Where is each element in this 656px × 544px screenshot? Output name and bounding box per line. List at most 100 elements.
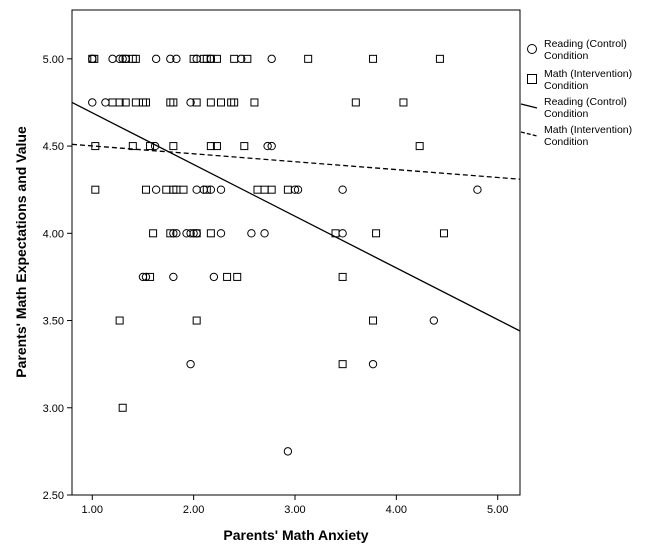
reading-point	[166, 54, 175, 64]
math-point	[141, 98, 150, 107]
math-point	[90, 54, 99, 63]
math-point	[202, 54, 211, 63]
math-point	[338, 360, 347, 369]
math-point	[202, 185, 211, 194]
math-point	[338, 272, 347, 281]
data-points	[88, 54, 482, 456]
y-tick-label: 3.00	[43, 403, 64, 415]
reading-point	[260, 229, 269, 238]
x-axis-ticks: 1.00 2.00 3.00 4.00 5.00	[82, 495, 508, 516]
math-point	[169, 142, 178, 151]
x-tick-label: 5.00	[487, 504, 508, 516]
reading-point	[338, 185, 347, 194]
math-point	[369, 54, 378, 63]
math-point	[206, 142, 215, 151]
math-point	[243, 54, 252, 63]
reading-point	[186, 98, 195, 107]
reading-fit-line	[71, 101, 521, 332]
math-point	[439, 229, 448, 238]
reading-point	[172, 229, 181, 238]
y-axis-title: Parents' Math Expectations and Value	[13, 126, 29, 378]
legend-label: Condition	[544, 108, 589, 120]
math-point	[166, 229, 175, 238]
math-point	[121, 98, 130, 107]
legend-label: Condition	[544, 136, 589, 148]
math-point	[206, 229, 215, 238]
x-axis-title: Parents' Math Anxiety	[223, 527, 368, 543]
math-point	[230, 54, 239, 63]
legend-label: Condition	[544, 80, 589, 92]
reading-point	[186, 229, 195, 238]
legend-dashed-line	[520, 131, 538, 137]
math-point	[115, 316, 124, 325]
reading-point	[216, 185, 226, 194]
reading-point	[247, 229, 256, 238]
legend-solid-line	[520, 103, 538, 109]
math-point	[435, 54, 444, 63]
math-point	[169, 98, 178, 107]
math-fit-line	[71, 143, 521, 180]
reading-point	[115, 54, 124, 64]
math-point	[304, 54, 313, 63]
reading-point	[172, 54, 181, 64]
math-point	[146, 272, 155, 281]
reading-point	[368, 359, 378, 369]
x-tick-label: 4.00	[386, 504, 407, 516]
reading-point	[209, 272, 219, 282]
math-point	[206, 54, 215, 63]
math-point	[415, 142, 424, 151]
reading-point	[141, 272, 151, 282]
math-point	[223, 272, 232, 281]
math-point	[372, 229, 381, 238]
legend-label: Reading (Control)	[544, 38, 627, 50]
y-tick-label: 3.50	[43, 316, 64, 328]
y-tick-label: 4.00	[43, 228, 64, 240]
math-point	[118, 403, 127, 412]
math-point	[230, 98, 239, 107]
legend-label: Math (Intervention)	[544, 68, 632, 80]
math-point	[91, 185, 100, 194]
reading-point	[429, 316, 439, 325]
reading-point	[216, 229, 226, 238]
reading-point	[206, 185, 216, 194]
y-tick-label: 5.00	[43, 54, 64, 66]
reading-point	[267, 54, 276, 64]
math-point	[250, 98, 259, 107]
reading-point	[267, 141, 276, 151]
math-point	[189, 54, 198, 63]
math-point	[369, 316, 378, 325]
math-point	[216, 98, 225, 107]
reading-point	[263, 141, 272, 151]
legend-label: Math (Intervention)	[544, 124, 632, 136]
math-point	[131, 54, 140, 63]
math-point	[399, 98, 408, 107]
reading-point	[151, 185, 161, 194]
math-point	[149, 229, 158, 238]
legend-label: Reading (Control)	[544, 96, 627, 108]
math-point	[192, 229, 201, 238]
x-tick-label: 3.00	[284, 504, 305, 516]
reading-point	[293, 185, 303, 194]
math-point	[233, 272, 242, 281]
math-point	[267, 185, 276, 194]
reading-point	[88, 98, 97, 107]
math-point	[141, 185, 150, 194]
reading-point	[473, 185, 482, 194]
math-point	[212, 142, 221, 151]
legend-circle-marker	[527, 44, 537, 54]
y-tick-label: 2.50	[43, 490, 64, 502]
math-point	[351, 98, 360, 107]
plot-frame	[71, 9, 521, 496]
y-axis-ticks: 2.50 3.00 3.50 4.00 4.50 5.00	[43, 54, 72, 502]
math-point	[192, 98, 201, 107]
math-point	[115, 98, 124, 107]
math-point	[179, 185, 188, 194]
reading-point	[169, 272, 178, 282]
y-tick-label: 4.50	[43, 141, 64, 153]
x-tick-label: 1.00	[82, 504, 103, 516]
math-point	[206, 98, 215, 107]
math-point	[192, 316, 201, 325]
reading-point	[151, 54, 161, 64]
legend-label: Condition	[544, 50, 589, 62]
